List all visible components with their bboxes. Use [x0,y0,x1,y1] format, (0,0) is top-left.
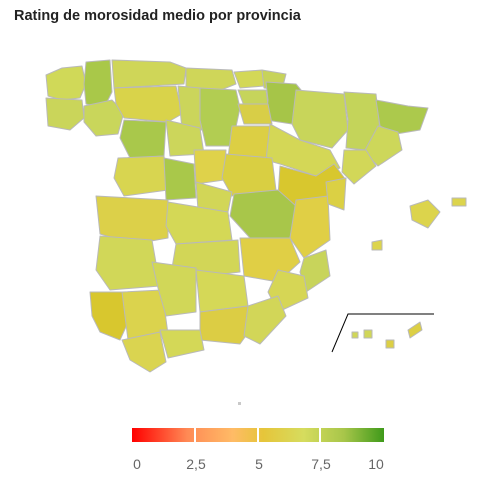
canarias-inset-frame [331,313,434,353]
province-barcelona[interactable] [363,125,403,167]
legend-tick [319,428,321,442]
province-valencia[interactable] [289,195,331,259]
province-baleares-ibiza[interactable] [371,239,383,251]
province-alicante[interactable] [299,249,331,293]
province-malaga[interactable] [159,329,205,359]
province-badajoz[interactable] [95,235,161,291]
legend-color-scale [132,428,384,442]
province-pontevedra[interactable] [45,97,85,131]
province-tarragona[interactable] [341,149,377,185]
province-almeria[interactable] [243,295,287,345]
province-baleares-menorca[interactable] [451,197,467,207]
province-zamora[interactable] [119,119,167,159]
province-girona[interactable] [375,99,429,135]
province-baleares-mallorca[interactable] [409,199,441,229]
chart-title: Rating de morosidad medio por provincia [14,8,301,24]
province-castellon[interactable] [325,177,347,211]
melilla-marker [238,402,241,405]
province-salamanca[interactable] [113,155,169,197]
legend-label-5: 5 [255,456,263,472]
legend-label-0: 0 [133,456,141,472]
province-guadalajara[interactable] [221,153,277,197]
legend-label-7-5: 7,5 [311,456,331,472]
province-albacete[interactable] [239,237,301,283]
legend-label-10: 10 [368,456,384,472]
province-avila[interactable] [163,157,197,201]
province-cordoba[interactable] [151,261,197,317]
legend-tick [194,428,196,442]
province-cadiz[interactable] [121,331,167,373]
province-canarias-east[interactable] [385,321,423,349]
province-a-coruna[interactable] [45,65,87,101]
province-leon[interactable] [113,85,183,123]
province-asturias[interactable] [111,59,187,89]
province-canarias-west[interactable] [351,329,373,339]
province-huesca[interactable] [291,89,349,149]
province-jaen[interactable] [195,269,249,313]
province-cuenca[interactable] [229,189,297,239]
legend-label-2-5: 2,5 [186,456,206,472]
province-ourense[interactable] [83,99,125,137]
province-la-rioja[interactable] [237,103,273,125]
legend-tick [257,428,259,442]
province-segovia[interactable] [193,149,227,185]
province-vizcaya[interactable] [233,69,265,89]
